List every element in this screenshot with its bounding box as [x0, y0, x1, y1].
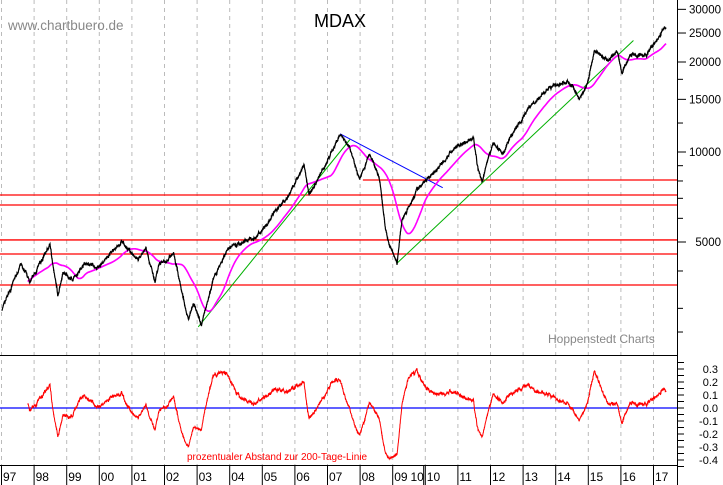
y-tick-label: 5000 [695, 237, 721, 249]
x-tick-label: 05 [264, 470, 278, 484]
mdax-price-line [1, 25, 667, 327]
x-tick-label: 11 [459, 470, 472, 484]
x-tick-label: 01 [133, 470, 147, 484]
osc-tick-label: 0.1 [703, 390, 718, 402]
y-tick-label: 20000 [689, 57, 721, 69]
oscillator-line [27, 368, 667, 461]
x-tick-label: 13 [525, 470, 539, 484]
y-axis: 30000 25000 20000 15000 10000 5000 0.30.20.10.… [678, 4, 721, 467]
x-tick-label: 02 [166, 470, 180, 484]
x-tick-label: 15 [590, 470, 604, 484]
trendline [197, 139, 351, 328]
osc-tick-label: -0.3 [699, 442, 718, 454]
osc-tick-label: 0.3 [703, 364, 718, 376]
osc-tick-label: 0.2 [703, 377, 718, 389]
chart-title: MDAX [314, 11, 366, 31]
osc-tick-label: 0.0 [703, 403, 718, 415]
y-tick-label: 25000 [689, 28, 721, 40]
oscillator-annotation: prozentualer Abstand zur 200-Tage-Linie [187, 452, 368, 463]
x-tick-label: 16 [622, 470, 636, 484]
osc-tick-label: -0.2 [699, 429, 718, 441]
x-tick-label: 00 [101, 470, 115, 484]
x-tick-label: 03 [199, 470, 213, 484]
source-label: Hoppenstedt Charts [548, 332, 655, 346]
x-tick-label: 08 [362, 470, 376, 484]
x-axis: 97 98 99 00 01 02 03 04 05 06 07 08 09 10 10 11 12 13 14 15… [1, 466, 669, 485]
horizontal-support-lines [0, 179, 677, 286]
x-tick-label: 10 [410, 470, 424, 484]
x-tick-label: 99 [68, 470, 82, 484]
osc-tick-label: -0.4 [699, 455, 718, 467]
x-tick-label: 97 [3, 470, 17, 484]
moving-average-200-line [27, 43, 667, 313]
y-tick-label: 10000 [689, 147, 721, 159]
osc-tick-label: -0.1 [699, 416, 718, 428]
x-tick-label: 12 [492, 470, 506, 484]
trendline [339, 133, 443, 189]
x-tick-label: 07 [329, 470, 343, 484]
trendline [396, 40, 634, 264]
x-tick-label: 14 [557, 470, 571, 484]
watermark: www.chartbuero.de [7, 18, 124, 33]
x-tick-label: 10 [427, 470, 441, 484]
trendlines [197, 40, 634, 328]
x-tick-label: 98 [36, 470, 50, 484]
x-tick-label: 17 [655, 470, 669, 484]
y-tick-label: 15000 [689, 94, 721, 106]
year-grid [1, 0, 654, 465]
y-tick-label: 30000 [689, 4, 721, 16]
x-tick-label: 06 [296, 470, 310, 484]
x-tick-label: 04 [231, 470, 245, 484]
x-tick-label: 09 [394, 470, 408, 484]
